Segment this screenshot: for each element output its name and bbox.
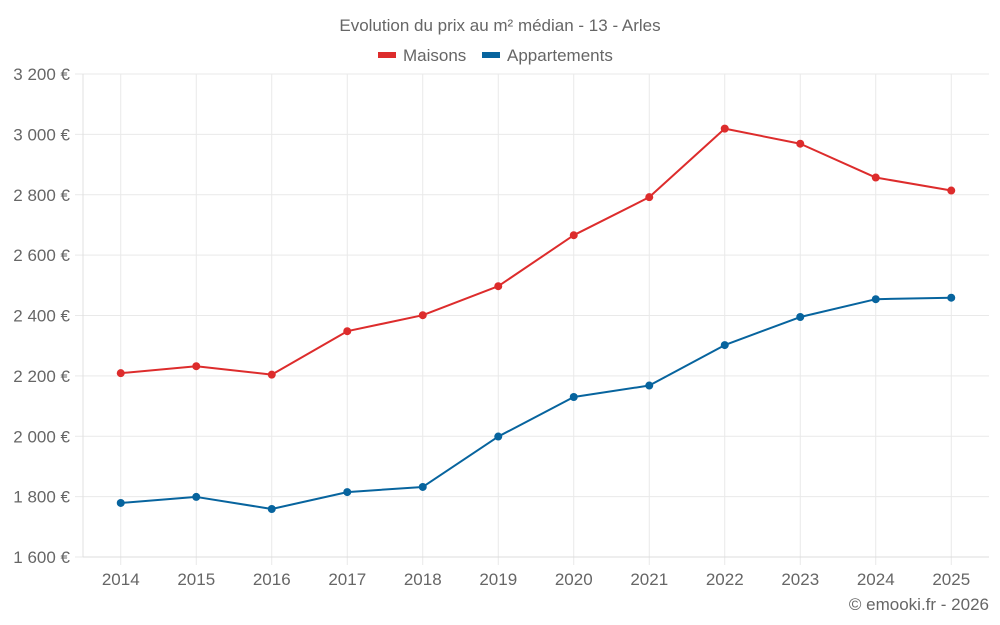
y-tick-label: 2 200 € (13, 367, 70, 386)
x-tick-label: 2020 (555, 570, 593, 589)
y-tick-label: 2 800 € (13, 186, 70, 205)
data-point[interactable] (267, 505, 276, 514)
data-point[interactable] (343, 327, 352, 336)
x-tick-label: 2021 (630, 570, 668, 589)
series-group (116, 124, 956, 514)
x-tick-label: 2016 (253, 570, 291, 589)
data-point[interactable] (343, 488, 352, 497)
data-point[interactable] (418, 482, 427, 491)
x-tick-label: 2025 (932, 570, 970, 589)
data-point[interactable] (192, 492, 201, 501)
data-point[interactable] (645, 381, 654, 390)
data-point[interactable] (267, 370, 276, 379)
x-tick-label: 2018 (404, 570, 442, 589)
series-appartements (116, 293, 956, 514)
data-point[interactable] (720, 341, 729, 350)
data-point[interactable] (645, 193, 654, 202)
chart-title: Evolution du prix au m² médian - 13 - Ar… (339, 16, 660, 35)
data-point[interactable] (418, 311, 427, 320)
data-point[interactable] (494, 432, 503, 441)
legend-swatch (482, 52, 500, 58)
data-point[interactable] (192, 362, 201, 371)
grid (75, 73, 989, 565)
data-point[interactable] (871, 295, 880, 304)
x-tick-label: 2015 (177, 570, 215, 589)
y-tick-label: 2 400 € (13, 307, 70, 326)
x-axis: 2014 2015 2016 2017 2018 2019 2020 2021 2022 2023… (83, 556, 989, 589)
copyright-credit: © emooki.fr - 2026 (849, 595, 989, 614)
data-point[interactable] (494, 282, 503, 291)
x-tick-label: 2022 (706, 570, 744, 589)
legend-swatch (378, 52, 396, 58)
legend-label: Appartements (507, 46, 613, 65)
x-tick-label: 2023 (781, 570, 819, 589)
y-tick-label: 3 200 € (13, 65, 70, 84)
y-tick-label: 2 000 € (13, 427, 70, 446)
legend: Maisons Appartements (378, 46, 613, 65)
y-tick-label: 1 600 € (13, 548, 70, 567)
legend-item-appartements[interactable]: Appartements (482, 46, 613, 65)
series-maisons (116, 124, 956, 379)
data-point[interactable] (947, 293, 956, 302)
legend-label: Maisons (403, 46, 466, 65)
data-point[interactable] (569, 393, 578, 402)
data-point[interactable] (116, 369, 125, 378)
data-point[interactable] (947, 186, 956, 195)
data-point[interactable] (116, 498, 125, 507)
x-tick-label: 2014 (102, 570, 140, 589)
data-point[interactable] (796, 139, 805, 148)
y-tick-label: 3 000 € (13, 125, 70, 144)
data-point[interactable] (871, 173, 880, 182)
y-axis: 1 600 € 1 800 € 2 000 € 2 200 € 2 400 € 2 600… (13, 65, 84, 567)
x-tick-label: 2024 (857, 570, 895, 589)
series-line (120, 127, 952, 376)
y-tick-label: 1 800 € (13, 488, 70, 507)
x-tick-label: 2017 (328, 570, 366, 589)
x-tick-label: 2019 (479, 570, 517, 589)
data-point[interactable] (569, 231, 578, 240)
legend-item-maisons[interactable]: Maisons (378, 46, 466, 65)
series-line (120, 296, 952, 511)
data-point[interactable] (796, 313, 805, 322)
y-tick-label: 2 600 € (13, 246, 70, 265)
data-point[interactable] (720, 124, 729, 133)
